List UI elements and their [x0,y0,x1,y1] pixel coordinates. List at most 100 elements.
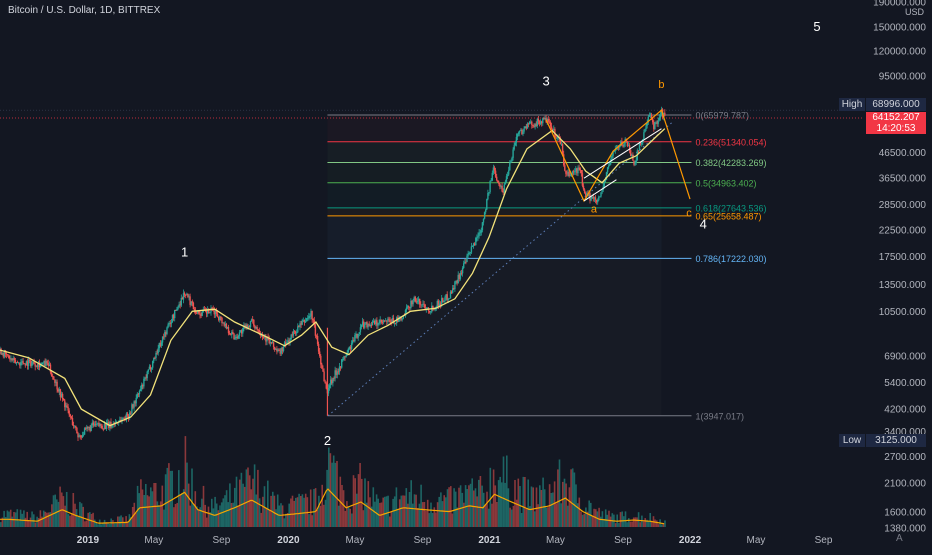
volume-bar [181,492,183,527]
volume-bar [646,519,648,527]
volume-bar [537,504,539,527]
candle-body [404,310,407,316]
candle-body [107,422,109,424]
candle-body [638,142,641,151]
volume-bar [100,524,103,527]
candle-body [287,340,289,343]
volume-bar [542,477,544,527]
candle-body [393,322,396,324]
volume-bar [491,503,493,527]
candle-body [9,358,11,360]
volume-bar [502,456,505,527]
candle-body [213,310,215,315]
candle-body [63,399,65,401]
volume-bar [392,498,394,527]
volume-bar [482,492,485,527]
candle-body [40,364,42,367]
volume-bar [354,478,356,527]
volume-bar [332,455,335,527]
candle-body [527,123,530,125]
wedge-line [583,179,617,202]
volume-bar [530,486,533,527]
candle-body [231,332,233,335]
volume-bar [308,514,310,527]
volume-bar [501,482,503,527]
candle-body [331,379,333,384]
candle-body [15,362,18,364]
wave-label-3: 3 [542,73,549,88]
volume-bar [487,508,490,527]
volume-bar [586,511,589,527]
candle-body [421,304,423,306]
candle-body [382,320,385,322]
candle-body [164,332,166,337]
candle-body [619,146,621,148]
candle-body [32,361,34,363]
candle-body [48,364,51,366]
volume-bar [331,462,333,527]
candle-body [654,122,656,130]
volume-bar [102,523,104,527]
candle-body [338,366,341,372]
candle-body [620,141,622,147]
candle-body [72,425,75,426]
volume-bar [369,497,371,527]
candle-body [163,336,165,338]
candle-body [315,335,318,337]
candle-body [215,309,218,314]
volume-bar [252,478,254,527]
candle-body [111,424,113,428]
candle-body [566,173,568,175]
candle-body [456,280,458,284]
volume-bar [517,478,520,527]
volume-bar [51,504,53,527]
candle-body [387,318,389,322]
candle-body [553,129,555,130]
volume-bar [624,511,627,527]
candle-body [44,360,46,366]
candle-body [510,161,512,163]
candle-body [441,298,443,305]
volume-bar [552,492,554,527]
candle-body [35,365,37,367]
volume-bar [571,468,574,527]
candle-body [191,301,193,303]
candle-body [78,435,80,438]
volume-bar [49,512,51,527]
volume-bar [611,513,614,527]
candle-body [541,121,543,124]
volume-bar [365,502,368,527]
volume-bar [217,510,220,527]
volume-bar [497,480,500,527]
candle-body [365,322,367,325]
candle-body [170,322,173,324]
volume-bar [550,493,553,527]
candle-body [46,361,48,364]
candle-body [197,311,199,314]
volume-bar [219,505,221,527]
volume-bar [445,497,447,527]
volume-bar [390,511,393,527]
auto-scale-button[interactable]: A [896,533,903,544]
volume-bar [532,487,534,527]
candle-body [494,170,497,177]
volume-bar [176,502,178,527]
volume-bar [473,490,475,527]
volume-bar [384,496,386,527]
volume-bar [588,500,590,527]
candle-body [330,379,332,386]
volume-bar [545,507,548,527]
volume-bar [512,505,515,527]
candle-body [328,385,331,388]
candle-body [220,316,222,318]
fibonacci-retracement: 0(65979.787) 0.236(51340.054) 0.382(42283.… [327,110,767,421]
volume-bar [515,499,518,527]
fib-zone [327,207,662,216]
candle-body [278,349,280,351]
candle-body [574,171,576,173]
candle-body [196,312,198,314]
candle-body [367,324,369,328]
volume-layer [0,436,666,527]
